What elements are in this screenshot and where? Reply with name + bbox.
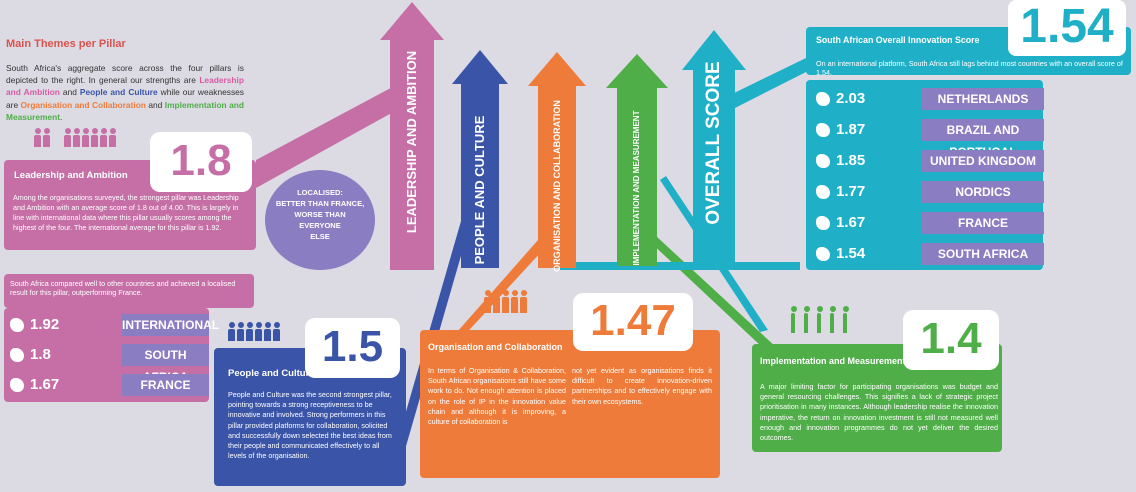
implementation-text: A major limiting factor for participatin…: [760, 382, 998, 443]
intro-text: South Africa's aggregate score across th…: [6, 62, 244, 123]
ranking-value: 1.85: [810, 150, 928, 172]
ranking-value: 2.03: [810, 88, 928, 110]
ranking-row: 1.85 UNITED KINGDOM: [810, 150, 1044, 172]
uk-map-icon: [816, 154, 830, 168]
leadership-pillar-label: LEADERSHIP AND AMBITION: [404, 50, 419, 234]
ranking-row: 1.87 BRAZIL AND PORTUGAL: [810, 119, 1044, 159]
ranking-row: 1.54 SOUTH AFRICA: [810, 243, 1044, 265]
ranking-name: FRANCE: [922, 212, 1044, 234]
ranking-row: 1.67 FRANCE: [810, 212, 1044, 234]
localised-line: WORSE THAN: [294, 209, 346, 219]
south-africa-map-icon: [10, 348, 24, 362]
strength-1: Leadership and Ambition: [6, 75, 244, 98]
implementation-pillar-label: IMPLEMENTATION AND MEASUREMENT: [632, 110, 641, 266]
ranking-value: 1.8: [4, 344, 119, 366]
implementation-title: Implementation and Measurement: [760, 356, 906, 366]
leadership-connector: [256, 75, 415, 188]
organisation-connector: [450, 215, 566, 340]
weakness-2: Implementation and Measurement: [6, 99, 244, 122]
intro-part: while our weaknesses are: [6, 87, 244, 110]
leadership-score: 1.8: [150, 132, 252, 192]
ranking-value: 1.77: [810, 181, 928, 203]
ranking-row: 1.8 SOUTH AFRICA: [4, 344, 209, 384]
organisation-pillar: ORGANISATION AND COLLABORATION: [528, 52, 586, 272]
ranking-value: 1.67: [810, 212, 928, 234]
organisation-panel: Organisation and Collaboration In terms …: [420, 330, 720, 478]
leadership-title: Leadership and Ambition: [14, 170, 128, 181]
ranking-name: SOUTH AFRICA: [122, 344, 209, 384]
localised-line: ELSE: [310, 231, 330, 241]
people-pillar-label: PEOPLE AND CULTURE: [472, 115, 487, 265]
people-pillar: PEOPLE AND CULTURE: [452, 50, 508, 268]
organisation-text-1: In terms of Organisation & Collaboration…: [428, 366, 566, 427]
organisation-pillar-label: ORGANISATION AND COLLABORATION: [552, 100, 562, 272]
ranking-value: 1.54: [810, 243, 928, 265]
overall-connector-top: [730, 58, 806, 108]
globe-icon: [10, 318, 24, 332]
people-title: People and Culture: [228, 368, 315, 379]
ranking-name: NORDICS: [922, 181, 1044, 203]
localised-line: BETTER THAN FRANCE,: [275, 198, 365, 208]
implementation-pillar: IMPLEMENTATION AND MEASUREMENT: [606, 54, 668, 266]
leadership-text: Among the organisations surveyed, the st…: [13, 193, 239, 232]
overall-pillar: OVERALL SCORE: [682, 30, 746, 266]
brazil-portugal-map-icon: [816, 123, 830, 137]
ranking-row: 1.67 FRANCE: [4, 374, 209, 396]
organisation-text-2: not yet evident as organisations finds i…: [572, 366, 712, 406]
ranking-name: FRANCE: [122, 374, 209, 396]
localised-line: LOCALISED:: [297, 188, 343, 197]
south-africa-map-icon: [816, 247, 830, 261]
ranking-name: INTERNATIONAL: [122, 314, 219, 336]
ranking-name: BRAZIL AND PORTUGAL: [922, 119, 1044, 159]
overall-title: South African Overall Innovation Score: [816, 35, 980, 45]
collaboration-icon: [484, 290, 529, 318]
leader-people-icon: [34, 128, 118, 152]
ranking-row: 2.03 NETHERLANDS: [810, 88, 1044, 110]
ranking-row: 1.92 INTERNATIONAL: [4, 314, 219, 336]
overall-pillar-label: OVERALL SCORE: [703, 61, 724, 225]
ranking-name: UNITED KINGDOM: [922, 150, 1044, 172]
overall-score: 1.54: [1008, 0, 1126, 56]
ranking-value: 1.92: [4, 314, 119, 336]
france-map-icon: [10, 378, 24, 392]
strength-2: People and Culture: [79, 87, 158, 98]
organisation-title: Organisation and Collaboration: [428, 342, 563, 352]
people-culture-icon: [228, 322, 282, 346]
leadership-comparison: South Africa compared well to other coun…: [4, 274, 254, 308]
organisation-score: 1.47: [573, 293, 693, 351]
netherlands-map-icon: [816, 92, 830, 106]
celebrating-people-icon: [790, 306, 851, 338]
implementation-score: 1.4: [903, 310, 999, 370]
main-title: Main Themes per Pillar: [6, 38, 126, 50]
ranking-name: SOUTH AFRICA: [922, 243, 1044, 265]
weakness-1: Organisation and Collaboration: [20, 99, 146, 110]
people-score: 1.5: [305, 318, 400, 378]
ranking-value: 1.87: [810, 119, 928, 141]
people-text: People and Culture was the second strong…: [228, 390, 392, 461]
ranking-value: 1.67: [4, 374, 119, 396]
leadership-pillar: LEADERSHIP AND AMBITION: [380, 2, 444, 270]
localised-line: EVERYONE: [299, 220, 341, 230]
intro-part: South Africa's aggregate score across th…: [6, 63, 244, 86]
intro-part: and: [59, 87, 80, 98]
people-connector: [392, 190, 480, 460]
overall-text: On an international platform, South Afri…: [816, 59, 1123, 77]
intro-part: .: [60, 111, 63, 122]
localised-bubble: LOCALISED: BETTER THAN FRANCE, WORSE THA…: [265, 170, 375, 270]
ranking-row: 1.77 NORDICS: [810, 181, 1044, 203]
intro-part: and: [145, 99, 165, 110]
overall-connector-bottom: [560, 262, 800, 270]
nordics-map-icon: [816, 185, 830, 199]
ranking-name: NETHERLANDS: [922, 88, 1044, 110]
france-map-icon: [816, 216, 830, 230]
